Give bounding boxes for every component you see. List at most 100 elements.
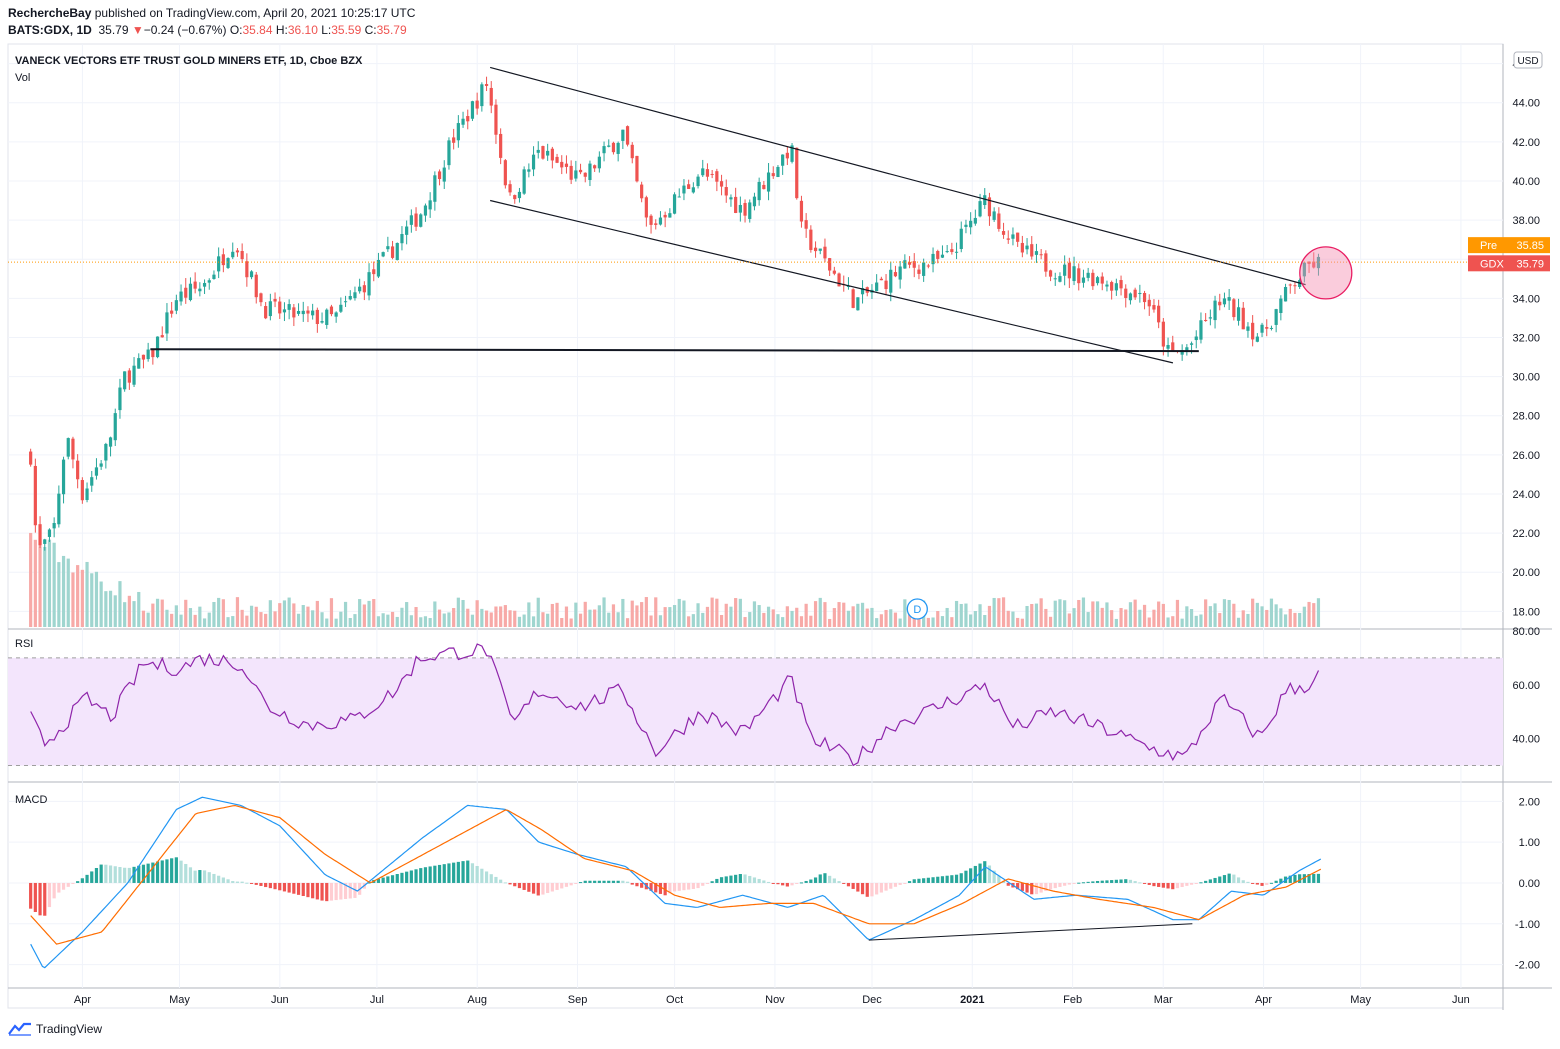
x-tick-label: Jul — [370, 994, 384, 1006]
candle-body — [386, 246, 390, 250]
macd-histogram-bar — [795, 882, 799, 884]
macd-histogram-bar — [1128, 879, 1133, 883]
candle-body — [1241, 307, 1245, 330]
volume-bar — [907, 607, 912, 627]
macd-histogram-bar — [907, 881, 912, 883]
tradingview-footer[interactable]: TradingView — [8, 1022, 102, 1036]
candle-body — [522, 169, 526, 194]
volume-bar — [856, 603, 860, 627]
macd-histogram-bar — [1307, 874, 1311, 883]
candle-body — [1124, 288, 1128, 298]
trendline-channel-bottom[interactable] — [490, 199, 1174, 364]
volume-bar — [978, 604, 982, 627]
volume-bar — [29, 532, 33, 627]
volume-bar — [306, 606, 310, 627]
price-tick-label: 26.00 — [1512, 450, 1540, 462]
x-tick-label: Apr — [74, 994, 91, 1006]
candle-body — [170, 310, 174, 314]
candle-body — [724, 187, 728, 196]
candle-body — [61, 459, 66, 495]
candle-body — [1105, 284, 1109, 287]
candle-body — [1114, 283, 1118, 291]
currency-box[interactable] — [1513, 51, 1543, 69]
candle-body — [254, 274, 258, 298]
volume-bar — [296, 613, 301, 627]
macd-histogram-bar — [983, 861, 987, 883]
volume-bar — [560, 617, 564, 627]
volume-bar — [226, 617, 230, 627]
macd-histogram-bar — [828, 875, 832, 883]
volume-bar — [583, 601, 587, 627]
candle-body — [1316, 256, 1321, 269]
candle-body — [1138, 292, 1142, 295]
volume-bar — [71, 572, 75, 627]
macd-trendline[interactable] — [868, 923, 1193, 941]
candle-body — [174, 300, 178, 311]
volume-bar — [202, 618, 207, 627]
volume-bar — [362, 604, 366, 627]
volume-bar — [217, 597, 221, 627]
volume-bar — [691, 614, 695, 627]
candle-body — [52, 522, 56, 529]
volume-bar — [1251, 598, 1255, 627]
candle-body — [616, 142, 620, 154]
candle-body — [29, 451, 33, 465]
candle-body — [560, 161, 564, 168]
candle-body — [766, 172, 771, 192]
candle-body — [687, 184, 691, 189]
candle-body — [903, 260, 907, 269]
volume-bar — [170, 613, 174, 627]
macd-histogram-bar — [875, 882, 879, 895]
candle-body — [179, 291, 183, 302]
close-label: C: — [364, 23, 377, 37]
candle-body — [846, 286, 851, 288]
volume-bar — [466, 608, 470, 627]
candle-body — [531, 154, 536, 170]
candle-body — [99, 463, 103, 467]
volume-bar — [1058, 599, 1062, 627]
macd-histogram-bar — [1265, 882, 1269, 885]
volume-bar — [456, 597, 460, 627]
candle-body — [1095, 277, 1100, 284]
candle-body — [259, 293, 263, 303]
macd-histogram-bar — [1316, 873, 1321, 883]
macd-histogram-bar — [311, 882, 315, 899]
macd-histogram-bar — [654, 882, 658, 893]
volume-bar — [343, 601, 348, 627]
macd-histogram-bar — [339, 882, 343, 900]
dividend-marker[interactable] — [906, 598, 928, 620]
price-tick-label: 28.00 — [1512, 411, 1540, 423]
candle-body — [414, 213, 418, 227]
trendline-channel-top[interactable] — [489, 66, 1306, 286]
volume-bar — [860, 602, 865, 627]
volume-bar — [997, 598, 1001, 627]
macd-histogram-bar — [475, 866, 479, 883]
author-name[interactable]: RechercheBay — [8, 6, 92, 20]
volume-bar — [917, 616, 921, 627]
volume-bar — [757, 605, 761, 627]
volume-bar — [503, 605, 507, 627]
low-value: 35.59 — [331, 23, 362, 37]
candle-body — [325, 309, 329, 325]
volume-bar — [898, 618, 902, 627]
candle-body — [1236, 307, 1241, 321]
high-value: 36.10 — [287, 23, 318, 37]
volume-bar — [1128, 602, 1133, 627]
volume-bar — [672, 605, 677, 627]
candle-body — [461, 118, 465, 125]
volume-bar — [1232, 603, 1236, 627]
trendline-support[interactable] — [150, 348, 1199, 353]
macd-histogram-bar — [607, 880, 611, 883]
candle-body — [282, 309, 287, 313]
macd-histogram-bar — [1279, 878, 1283, 883]
volume-bar — [1218, 613, 1222, 627]
candle-body — [221, 254, 225, 266]
candle-body — [752, 196, 757, 207]
volume-bar — [66, 558, 70, 627]
candle-body — [273, 298, 277, 302]
macd-histogram-bar — [249, 882, 254, 884]
volume-bar — [301, 605, 305, 627]
candle-body — [376, 259, 381, 277]
candle-body — [640, 184, 644, 199]
